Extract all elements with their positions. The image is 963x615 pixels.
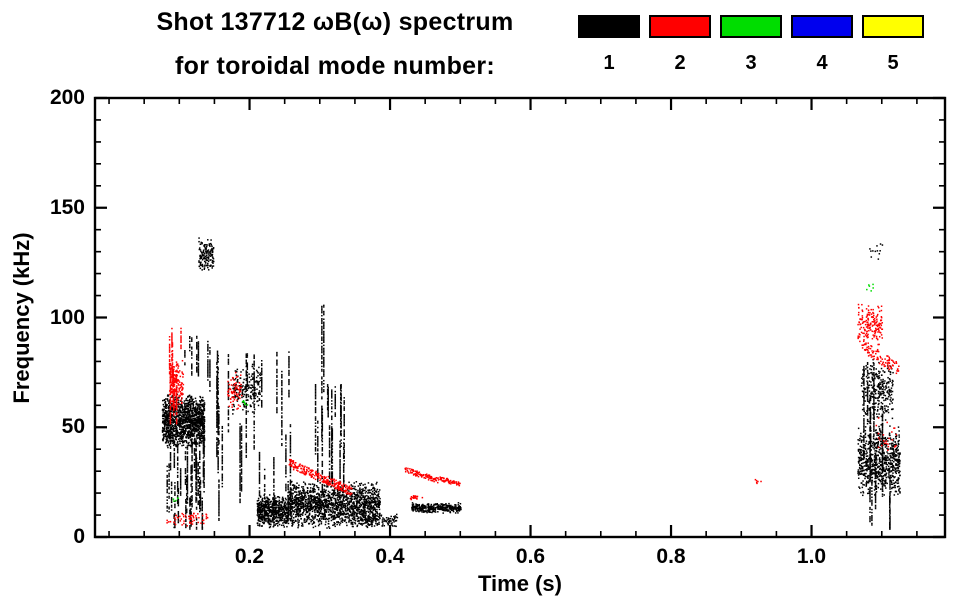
y-tick-label: 150 — [49, 195, 85, 219]
legend-swatch-mode-5 — [862, 15, 924, 38]
legend-swatch-mode-2 — [649, 15, 711, 38]
legend-label-mode-1: 1 — [603, 52, 615, 74]
legend-item-mode-3: 3 — [720, 15, 782, 75]
x-tick-label: 1.0 — [796, 545, 827, 568]
legend-item-mode-5: 5 — [862, 15, 924, 75]
legend-label-mode-2: 2 — [674, 52, 686, 74]
mode-number-legend: 1 2 3 4 5 — [578, 15, 924, 75]
legend-swatch-mode-3 — [720, 15, 782, 38]
legend-label-mode-4: 4 — [816, 52, 828, 74]
legend-label-mode-3: 3 — [745, 52, 757, 74]
x-tick-label: 0.8 — [656, 545, 686, 568]
x-axis-title: Time (s) — [478, 571, 562, 596]
y-tick-label: 200 — [49, 86, 85, 109]
y-tick-label: 50 — [61, 415, 85, 439]
legend-item-mode-1: 1 — [578, 15, 640, 75]
y-tick-label: 100 — [49, 305, 85, 329]
legend-swatch-mode-1 — [578, 15, 640, 38]
legend-swatch-mode-4 — [791, 15, 853, 38]
legend-label-mode-5: 5 — [887, 52, 899, 74]
legend-item-mode-4: 4 — [791, 15, 853, 75]
y-tick-label: 0 — [73, 525, 85, 548]
chart-title-line1: Shot 137712 ωB(ω) spectrum — [156, 8, 514, 36]
x-tick-label: 0.6 — [515, 545, 546, 568]
x-tick-label: 0.4 — [375, 545, 405, 568]
chart-title-line2: for toroidal mode number: — [175, 52, 495, 80]
legend-item-mode-2: 2 — [649, 15, 711, 75]
x-tick-label: 0.2 — [234, 545, 265, 568]
